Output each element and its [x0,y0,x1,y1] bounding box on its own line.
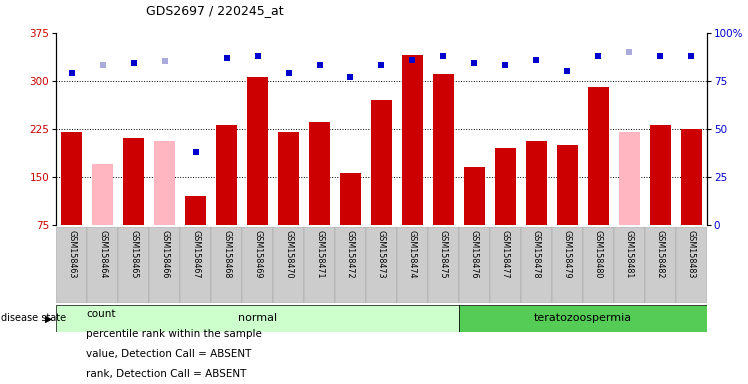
Bar [402,55,423,225]
Text: value, Detection Call = ABSENT: value, Detection Call = ABSENT [86,349,251,359]
Text: GSM158466: GSM158466 [160,230,169,279]
Text: GSM158479: GSM158479 [563,230,572,279]
Bar [247,78,269,225]
Bar [370,100,392,225]
Bar [273,227,304,303]
Text: GSM158473: GSM158473 [377,230,386,279]
Bar [211,227,242,303]
Text: GSM158470: GSM158470 [284,230,293,279]
Bar [123,138,144,225]
Bar [335,227,366,303]
Bar [459,305,707,332]
Bar [215,126,237,225]
Bar [432,74,454,225]
Bar [583,227,614,303]
Bar [459,227,490,303]
Bar [340,174,361,225]
Bar [521,227,552,303]
Bar [494,148,516,225]
Text: GSM158480: GSM158480 [594,230,603,279]
Bar [92,164,114,225]
Text: GSM158474: GSM158474 [408,230,417,279]
Bar [118,227,149,303]
Text: percentile rank within the sample: percentile rank within the sample [86,329,262,339]
Bar [490,227,521,303]
Bar [366,227,397,303]
Bar [61,132,82,225]
Bar [557,145,578,225]
Bar [649,126,671,225]
Bar [149,227,180,303]
Bar [304,227,335,303]
Text: GSM158464: GSM158464 [98,230,107,279]
Text: GSM158468: GSM158468 [222,230,231,279]
Text: GSM158483: GSM158483 [687,230,696,279]
Bar [278,132,299,225]
Text: teratozoospermia: teratozoospermia [534,313,632,323]
Bar [676,227,707,303]
Bar [587,87,609,225]
Text: GSM158467: GSM158467 [191,230,200,279]
Text: ▶: ▶ [45,313,52,323]
Bar [87,227,118,303]
Bar [619,132,640,225]
Bar [526,141,548,225]
Text: GSM158471: GSM158471 [315,230,324,279]
Text: normal: normal [238,313,277,323]
Bar [154,141,175,225]
Text: GSM158472: GSM158472 [346,230,355,279]
Text: GSM158477: GSM158477 [501,230,510,279]
Text: disease state: disease state [1,313,66,323]
Text: GSM158482: GSM158482 [656,230,665,279]
Text: GSM158475: GSM158475 [439,230,448,279]
Bar [464,167,485,225]
Bar [56,305,459,332]
Bar [552,227,583,303]
Bar [645,227,676,303]
Text: GDS2697 / 220245_at: GDS2697 / 220245_at [146,4,283,17]
Bar [56,227,87,303]
Bar [309,122,331,225]
Bar [185,196,206,225]
Bar [614,227,645,303]
Bar [397,227,428,303]
Text: count: count [86,309,115,319]
Bar [242,227,273,303]
Bar [428,227,459,303]
Text: GSM158478: GSM158478 [532,230,541,279]
Text: GSM158476: GSM158476 [470,230,479,279]
Text: GSM158481: GSM158481 [625,230,634,279]
Text: GSM158463: GSM158463 [67,230,76,279]
Text: GSM158465: GSM158465 [129,230,138,279]
Bar [681,129,702,225]
Bar [180,227,211,303]
Text: rank, Detection Call = ABSENT: rank, Detection Call = ABSENT [86,369,246,379]
Text: GSM158469: GSM158469 [253,230,262,279]
